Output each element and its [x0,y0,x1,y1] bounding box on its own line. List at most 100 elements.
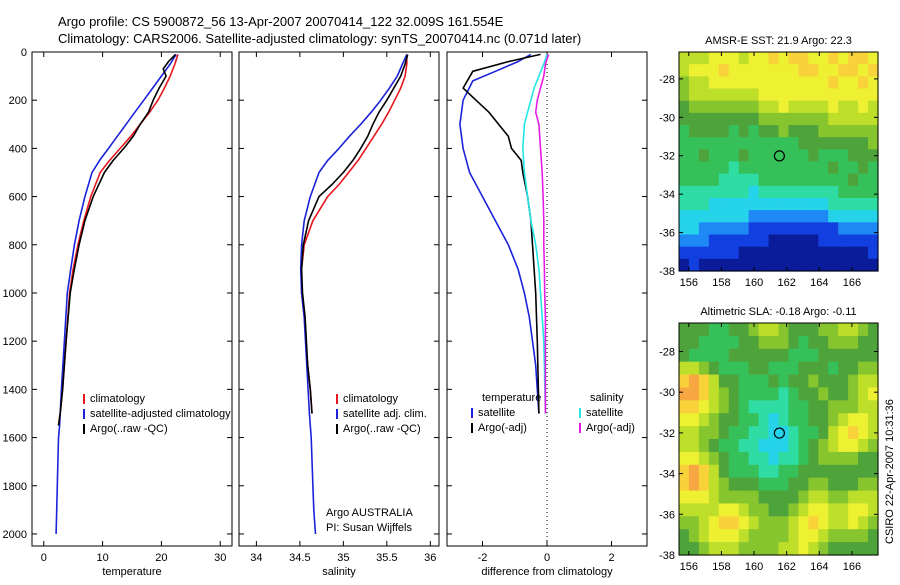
heatmap-cell [778,374,790,389]
heatmap-cell [768,361,780,376]
heatmap-cell [788,477,799,492]
heatmap-cell [758,529,770,543]
heatmap-cell [728,361,740,376]
heatmap-cell [838,76,849,90]
heatmap-cell [828,451,839,466]
heatmap-cell [778,529,790,543]
heatmap-cell [778,234,790,248]
heatmap-cell [708,173,720,187]
altimetric-sla-map: 156 158 160 162 164 166 -28 -30 -32 -34 -36 -38 Alti… [659,306,879,573]
heatmap-cell [679,258,690,272]
heatmap-cell [858,451,869,466]
heatmap-cell [868,374,879,389]
heatmap-cell [868,361,879,376]
heatmap-cell [738,52,750,65]
heatmap-cell [738,161,750,175]
x-tick-label: 160 [745,561,763,573]
plot-frame [238,51,440,547]
heatmap-cell [818,490,829,505]
x-tick-label: 35 [337,552,349,564]
heatmap-cell [868,426,879,440]
heatmap-cell [798,387,809,401]
heatmap-cell [718,426,730,440]
heatmap-cell [768,185,780,199]
heatmap-cell [838,477,849,492]
heatmap-cell [778,439,790,453]
heatmap-cell [868,161,879,175]
heatmap-cell [788,198,799,211]
y-tick-label: -28 [659,74,675,86]
heatmap-cell [728,198,740,211]
heatmap-cell [868,76,879,90]
heatmap-cell [758,503,770,517]
heatmap-cell [768,400,780,414]
heatmap-cell [728,464,740,479]
heatmap-cell [738,88,750,102]
heatmap-cell [788,112,799,126]
x-tick-label: 0 [544,552,550,564]
heatmap-cell [818,173,829,187]
heatmap-cell [728,222,740,236]
heatmap-cell [838,451,849,466]
heatmap-cell [778,246,790,260]
heatmap-cell [728,348,740,363]
legend-entry: climatology [90,393,146,405]
heatmap-cell [708,100,720,114]
heatmap-cell [858,323,869,337]
heatmap-cell [688,173,700,187]
heatmap-cell [838,100,849,114]
heatmap-cell [838,426,849,440]
heatmap-cell [758,52,770,65]
heatmap-cell [718,374,730,389]
heatmap-cell [808,400,819,414]
heatmap-cell [778,100,790,114]
heatmap-cell [868,516,879,530]
x-tick-label: 30 [214,552,226,564]
heatmap-cell [828,246,839,260]
heatmap-cell [768,210,780,223]
heatmap-cell [728,387,740,401]
heatmap-cell [708,542,720,556]
series-line-argo [300,54,409,414]
heatmap-cell [798,451,809,466]
heatmap-cell [818,258,829,272]
heatmap-cell [768,137,780,150]
heatmap-cell [718,125,730,138]
x-tick-label: 20 [155,552,167,564]
heatmap-cell [738,516,750,530]
heatmap-cell [679,173,690,187]
heatmap-cell [688,361,700,376]
heatmap-cell [828,88,839,102]
heatmap-cell [718,529,730,543]
heatmap-cell [698,413,710,427]
heatmap-cell [718,464,730,479]
heatmap-cell [778,185,790,199]
heatmap-cell [738,387,750,401]
heatmap-cell [708,516,720,530]
heatmap-cell [778,413,790,427]
heatmap-cell [858,477,869,492]
heatmap-cell [738,426,750,440]
heatmap-cell [688,210,700,223]
heatmap-cell [828,198,839,211]
heatmap-cell [768,348,780,363]
x-tick-label: 34.5 [289,552,310,564]
heatmap-cell [758,477,770,492]
y-tick-label: -30 [659,387,675,399]
heatmap-cell [838,464,849,479]
heatmap-cell [798,76,809,90]
heatmap-cell [818,335,829,350]
x-tick-label: -2 [478,552,488,564]
heatmap-cell [858,149,869,163]
heatmap-cell [868,64,879,77]
x-tick-label: 35.5 [376,552,397,564]
heatmap-cell [828,335,839,350]
heatmap-cell [838,149,849,163]
heatmap-cell [679,234,690,248]
heatmap-cell [758,64,770,77]
heatmap-cell [808,149,819,163]
heatmap-cell [698,323,710,337]
heatmap-cell [818,361,829,376]
heatmap-cell [718,137,730,150]
heatmap-cell [868,52,879,65]
